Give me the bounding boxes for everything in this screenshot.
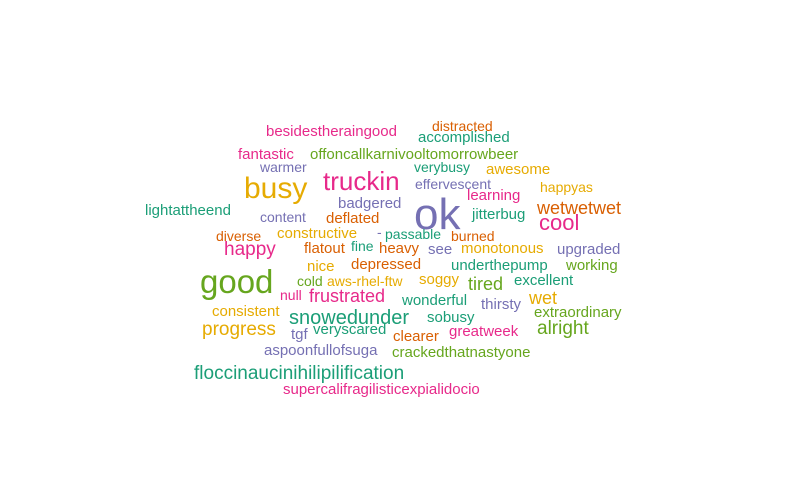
word-fantastic: fantastic [238,146,294,163]
word-progress: progress [202,319,276,340]
word-cool: cool [539,210,580,235]
word-flatout: flatout [304,240,345,257]
word-diverse: diverse [216,228,262,244]
word-burned: burned [451,228,495,244]
word-truckin: truckin [323,166,400,196]
word-extraordinary: extraordinary [534,304,622,321]
word-awesome: awesome [486,161,551,178]
word-wet: wet [529,288,558,308]
word-working: working [566,257,618,274]
word-soggy: soggy [419,271,460,288]
word-badgered: badgered [338,195,402,212]
word-jitterbug: jitterbug [472,206,526,223]
word-happyas: happyas [540,179,593,195]
word-effervescent: effervescent [415,176,492,192]
word-constructive: constructive [277,225,358,242]
word-veryscared: veryscared [313,321,387,338]
word-consistent: consistent [212,303,280,320]
word-depressed: depressed [351,256,422,273]
word-snowedunder: snowedunder [289,307,410,329]
word-passable: passable [385,226,442,242]
word-null: null [280,287,302,303]
word-offoncallkarnivooltomorrowbeer: offoncallkarnivooltomorrowbeer [310,146,519,163]
word-thirsty: thirsty [481,296,522,313]
word-greatweek: greatweek [449,323,519,340]
word-verybusy: verybusy [414,159,471,175]
word-underthepump: underthepump [451,257,548,274]
word-fine: fine [351,238,374,254]
word-heavy: heavy [379,240,420,257]
word-floccinaucinihilipilification: floccinaucinihilipilification [194,363,405,384]
word-sobusy: sobusy [427,309,475,326]
word-deflated: deflated [326,210,380,227]
word-supercalifragilisticexpialidocio: supercalifragilisticexpialidocio [283,381,480,398]
word-ok: ok [414,190,461,239]
word-warmer: warmer [260,159,307,175]
word-alright: alright [537,318,589,339]
word-see: see [428,241,453,258]
word-frustrated: frustrated [309,286,386,306]
word-upgraded: upgraded [557,241,621,258]
word-wonderful: wonderful [402,292,468,309]
word-lightattheend: lightattheend [145,202,231,219]
word-excellent: excellent [514,272,574,289]
word-tired: tired [468,274,504,294]
word-aspoonfullofsuga: aspoonfullofsuga [264,342,378,359]
word-dash: - [377,224,382,240]
word-besidestheraingood: besidestheraingood [266,123,397,140]
word-busy: busy [244,172,308,205]
word-tgf: tgf [291,326,308,343]
word-crackedthatnastyone: crackedthatnastyone [392,344,531,361]
word-distracted: distracted [432,118,493,134]
word-monotonous: monotonous [461,240,544,257]
word-learning: learning [467,187,521,204]
word-clearer: clearer [393,328,439,345]
word-nice: nice [307,258,335,275]
word-content: content [260,209,306,225]
word-aws-rhel-ftw: aws-rhel-ftw [327,273,403,289]
word-cold: cold [297,273,323,289]
word-happy: happy [224,239,276,260]
word-accomplished: accomplished [418,129,510,146]
word-good: good [200,263,274,300]
word-wetwetwet: wetwetwet [537,198,622,218]
